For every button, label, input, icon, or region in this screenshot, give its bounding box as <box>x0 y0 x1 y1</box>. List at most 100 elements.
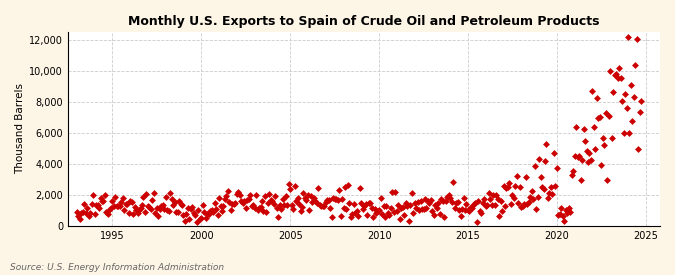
Point <box>450 206 460 210</box>
Point <box>122 202 132 206</box>
Point <box>286 203 297 207</box>
Point <box>593 116 603 120</box>
Point <box>374 208 385 212</box>
Point <box>258 209 269 213</box>
Point <box>379 215 390 219</box>
Point <box>513 200 524 205</box>
Point <box>575 178 586 183</box>
Point <box>634 110 645 114</box>
Point <box>605 69 616 73</box>
Point <box>136 202 147 207</box>
Point <box>155 207 165 211</box>
Point <box>295 209 306 213</box>
Point <box>344 200 355 205</box>
Point <box>144 204 155 209</box>
Point <box>313 186 324 190</box>
Point <box>264 192 275 196</box>
Point <box>110 194 121 199</box>
Point <box>556 206 567 210</box>
Point <box>167 203 178 207</box>
Point <box>470 201 481 205</box>
Point <box>335 213 346 218</box>
Point <box>86 202 97 207</box>
Point <box>574 153 585 158</box>
Point <box>403 219 414 224</box>
Point <box>146 207 157 211</box>
Point <box>462 208 473 212</box>
Point <box>248 202 259 207</box>
Point <box>633 147 644 151</box>
Point <box>256 199 267 203</box>
Point <box>571 125 582 129</box>
Point <box>311 201 322 206</box>
Point <box>175 202 186 207</box>
Point <box>103 212 113 216</box>
Point <box>151 205 162 210</box>
Point <box>500 204 510 208</box>
Point <box>80 211 91 216</box>
Point <box>357 207 368 211</box>
Point <box>219 197 230 201</box>
Point <box>90 203 101 207</box>
Point <box>342 183 353 187</box>
Point <box>233 190 244 194</box>
Point <box>238 201 248 206</box>
Point <box>440 199 451 204</box>
Point <box>289 183 300 188</box>
Point <box>186 206 196 211</box>
Point <box>142 203 153 208</box>
Point <box>74 217 85 221</box>
Point <box>492 197 503 201</box>
Point <box>416 207 427 211</box>
Point <box>383 210 394 215</box>
Point <box>301 197 312 202</box>
Point <box>569 154 580 158</box>
Point <box>242 198 252 202</box>
Point <box>602 178 613 182</box>
Point <box>298 190 309 195</box>
Point <box>558 214 568 219</box>
Point <box>141 192 152 196</box>
Point <box>214 196 225 200</box>
Point <box>467 205 478 210</box>
Point <box>526 189 537 193</box>
Point <box>354 186 365 191</box>
Point <box>482 203 493 207</box>
Point <box>315 203 325 207</box>
Point <box>243 197 254 202</box>
Point <box>254 205 265 210</box>
Point <box>418 207 429 211</box>
Point <box>622 34 633 39</box>
Point <box>618 131 629 136</box>
Point <box>148 191 159 195</box>
Point <box>572 155 583 160</box>
Point <box>427 209 438 213</box>
Point <box>489 203 500 208</box>
Point <box>153 213 164 218</box>
Point <box>396 206 407 210</box>
Point <box>280 194 291 198</box>
Point <box>217 209 227 213</box>
Point <box>409 201 420 205</box>
Point <box>516 205 526 210</box>
Point <box>617 98 628 103</box>
Point <box>423 199 433 203</box>
Point <box>279 203 290 207</box>
Point <box>559 219 570 223</box>
Point <box>265 198 276 203</box>
Point <box>245 193 256 197</box>
Point <box>331 197 342 201</box>
Point <box>184 217 195 221</box>
Point <box>390 190 401 194</box>
Point <box>323 198 334 202</box>
Point <box>92 203 103 207</box>
Point <box>177 203 188 207</box>
Point <box>246 204 257 208</box>
Point <box>224 200 235 204</box>
Point <box>114 204 125 208</box>
Point <box>236 199 246 204</box>
Point <box>228 201 239 206</box>
Point <box>321 200 331 204</box>
Point <box>200 216 211 220</box>
Point <box>610 73 620 77</box>
